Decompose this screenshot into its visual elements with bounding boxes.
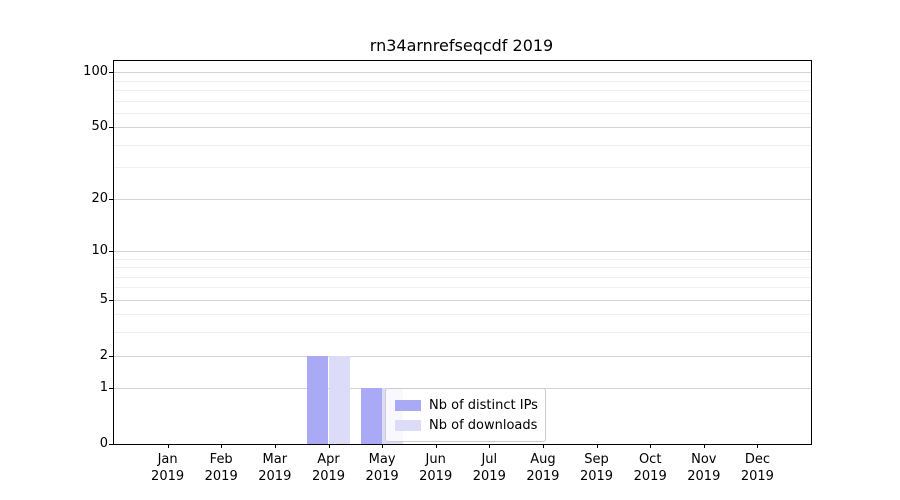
bar-nb-of-distinct-ips-apr: [307, 355, 329, 444]
plot-area: Nb of distinct IPs Nb of downloads 0 1 2 5 1…: [83, 60, 812, 484]
minor-gridline: [114, 276, 811, 278]
x-tick-mark: [650, 444, 652, 448]
legend: Nb of distinct IPs Nb of downloads: [385, 388, 546, 442]
x-tick-label: Oct 2019: [633, 452, 667, 484]
y-tick-label: 2: [99, 347, 108, 363]
y-tick-label: 10: [91, 242, 108, 258]
minor-gridline: [114, 167, 811, 169]
x-tick-mark: [328, 444, 330, 448]
minor-gridline: [114, 100, 811, 102]
major-gridline: [114, 198, 811, 200]
minor-gridline: [114, 258, 811, 260]
x-tick-label: Jan 2019: [151, 452, 185, 484]
minor-gridline: [114, 267, 811, 268]
x-tick-mark: [489, 444, 491, 448]
y-tick-label: 1: [99, 380, 108, 396]
x-tick-mark: [703, 444, 705, 448]
y-tick-label: 100: [83, 64, 108, 80]
x-tick-label: Jun 2019: [419, 452, 453, 484]
x-tick-label: Aug 2019: [526, 452, 560, 484]
x-tick-mark: [274, 444, 276, 448]
y-tick-mark: [109, 355, 113, 357]
minor-gridline: [114, 89, 811, 91]
legend-label-distinct-ips: Nb of distinct IPs: [429, 397, 538, 413]
major-gridline: [114, 250, 811, 252]
x-tick-label: May 2019: [365, 452, 399, 484]
bar-nb-of-downloads-apr: [328, 355, 350, 444]
x-tick-label: Nov 2019: [687, 452, 721, 484]
major-gridline: [114, 355, 811, 357]
y-tick-mark: [109, 250, 113, 252]
x-tick-mark: [596, 444, 598, 448]
x-tick-mark: [382, 444, 384, 448]
y-tick-mark: [109, 299, 113, 301]
major-gridline: [114, 72, 811, 74]
x-tick-mark: [542, 444, 544, 448]
legend-item-downloads: Nb of downloads: [395, 415, 537, 435]
x-tick-mark: [167, 444, 169, 448]
x-tick-mark: [757, 444, 759, 448]
y-tick-mark: [109, 198, 113, 200]
legend-label-downloads: Nb of downloads: [429, 417, 538, 433]
minor-gridline: [114, 314, 811, 316]
y-tick-mark: [109, 72, 113, 74]
y-tick-label: 5: [99, 291, 108, 307]
bar-nb-of-distinct-ips-may: [360, 388, 383, 444]
y-tick-label: 50: [91, 119, 108, 135]
minor-gridline: [114, 112, 811, 114]
y-tick-mark: [109, 444, 113, 445]
y-tick-label: 20: [91, 190, 108, 206]
y-tick-mark: [109, 127, 113, 129]
minor-gridline: [114, 80, 811, 82]
x-tick-label: Feb 2019: [204, 452, 238, 484]
legend-swatch-downloads: [395, 419, 421, 431]
major-gridline: [114, 127, 811, 129]
chart-title: rn34arnrefseqcdf 2019: [369, 36, 554, 55]
y-tick-mark: [109, 388, 113, 390]
major-gridline: [114, 299, 811, 301]
minor-gridline: [114, 144, 811, 146]
x-tick-label: Jul 2019: [472, 452, 506, 484]
minor-gridline: [114, 287, 811, 289]
y-tick-label: 0: [99, 436, 108, 451]
x-tick-label: Mar 2019: [258, 452, 292, 484]
legend-item-distinct-ips: Nb of distinct IPs: [395, 395, 538, 415]
x-tick-label: Dec 2019: [740, 452, 774, 484]
x-tick-label: Apr 2019: [311, 452, 346, 484]
minor-gridline: [114, 332, 811, 334]
x-tick-mark: [221, 444, 223, 448]
x-tick-mark: [435, 444, 437, 448]
legend-swatch-distinct-ips: [395, 399, 421, 411]
x-tick-label: Sep 2019: [579, 452, 614, 484]
